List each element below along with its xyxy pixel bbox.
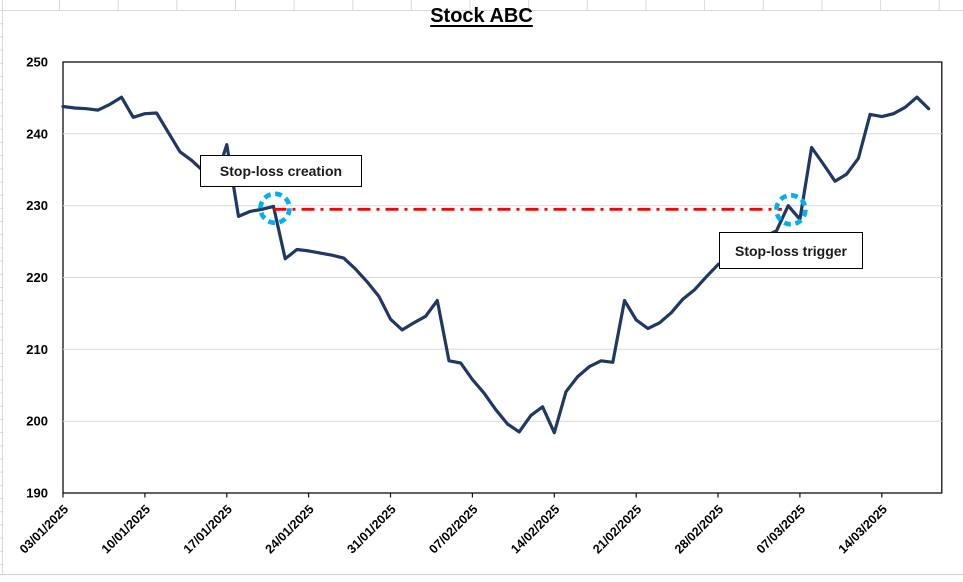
y-axis-label: 220	[26, 270, 48, 285]
x-axis-label: 31/01/2025	[344, 502, 398, 556]
x-axis-label: 17/01/2025	[181, 502, 235, 556]
y-gridlines	[63, 133, 942, 422]
y-axis-label: 190	[26, 486, 48, 501]
y-axis-label: 250	[26, 55, 48, 70]
stop-loss-trigger-circle	[774, 193, 808, 227]
chart-title-text: Stock ABC	[430, 5, 533, 27]
y-axis-label: 210	[26, 342, 48, 357]
x-axis-label: 14/03/2025	[836, 502, 890, 556]
x-axis-label: 07/03/2025	[754, 502, 808, 556]
x-axis-label: 24/01/2025	[263, 502, 317, 556]
x-axis: 03/01/2025 10/01/2025 17/01/2025 24/01/2025…	[17, 493, 890, 556]
chart-title: Stock ABC	[0, 5, 963, 28]
y-axis-label: 230	[26, 198, 48, 213]
stop-loss-trigger-text: Stop-loss trigger	[734, 242, 847, 259]
x-axis-label: 28/02/2025	[672, 502, 726, 556]
y-axis-label: 200	[26, 414, 48, 429]
stop-loss-creation-label: Stop-loss creation	[200, 155, 362, 187]
x-axis-label: 07/02/2025	[426, 502, 480, 556]
stop-loss-creation-circle	[258, 191, 292, 226]
x-axis-label: 14/02/2025	[508, 502, 562, 556]
stop-loss-creation-text: Stop-loss creation	[219, 163, 343, 179]
y-axis-label: 240	[26, 126, 48, 141]
x-axis-label: 10/01/2025	[99, 502, 153, 556]
stop-loss-trigger-label: Stop-loss trigger	[719, 232, 863, 269]
x-axis-label: 03/01/2025	[17, 502, 71, 556]
y-axis-labels: 250 240 230 220 210 200 190	[26, 55, 48, 501]
x-axis-label: 21/02/2025	[590, 502, 644, 556]
